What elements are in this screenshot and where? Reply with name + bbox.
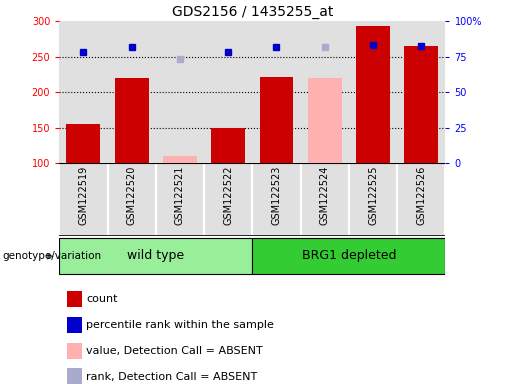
Text: GSM122522: GSM122522 xyxy=(223,166,233,225)
Text: percentile rank within the sample: percentile rank within the sample xyxy=(87,320,274,330)
Bar xyxy=(66,124,100,163)
Bar xyxy=(59,163,108,236)
Bar xyxy=(260,76,294,163)
Bar xyxy=(67,369,82,384)
Bar xyxy=(397,163,445,236)
Bar xyxy=(163,156,197,163)
Text: GSM122520: GSM122520 xyxy=(127,166,136,225)
Bar xyxy=(356,26,390,163)
Text: GSM122519: GSM122519 xyxy=(78,166,89,225)
Bar xyxy=(204,21,252,163)
Title: GDS2156 / 1435255_at: GDS2156 / 1435255_at xyxy=(171,5,333,19)
Bar xyxy=(115,78,148,163)
Bar xyxy=(59,21,108,163)
Bar xyxy=(204,163,252,236)
Text: genotype/variation: genotype/variation xyxy=(3,251,101,262)
Bar xyxy=(397,21,445,163)
Bar xyxy=(252,163,301,236)
Bar xyxy=(67,291,82,307)
Text: GSM122526: GSM122526 xyxy=(416,166,426,225)
Bar xyxy=(308,78,341,163)
Bar xyxy=(252,238,445,275)
Bar xyxy=(404,46,438,163)
Bar xyxy=(301,163,349,236)
Bar xyxy=(67,316,82,333)
Bar xyxy=(349,21,397,163)
Text: value, Detection Call = ABSENT: value, Detection Call = ABSENT xyxy=(87,346,263,356)
Bar xyxy=(252,21,301,163)
Text: BRG1 depleted: BRG1 depleted xyxy=(302,249,396,262)
Bar xyxy=(67,343,82,359)
Text: count: count xyxy=(87,294,118,304)
Text: rank, Detection Call = ABSENT: rank, Detection Call = ABSENT xyxy=(87,372,258,382)
Text: GSM122525: GSM122525 xyxy=(368,166,378,225)
Text: wild type: wild type xyxy=(127,249,184,262)
Text: GSM122523: GSM122523 xyxy=(271,166,282,225)
Bar xyxy=(59,238,252,275)
Bar xyxy=(301,21,349,163)
Bar xyxy=(156,163,204,236)
Bar xyxy=(156,21,204,163)
Bar xyxy=(349,163,397,236)
Text: GSM122521: GSM122521 xyxy=(175,166,185,225)
Bar xyxy=(211,127,245,163)
Bar xyxy=(108,163,156,236)
Bar xyxy=(108,21,156,163)
Text: GSM122524: GSM122524 xyxy=(320,166,330,225)
